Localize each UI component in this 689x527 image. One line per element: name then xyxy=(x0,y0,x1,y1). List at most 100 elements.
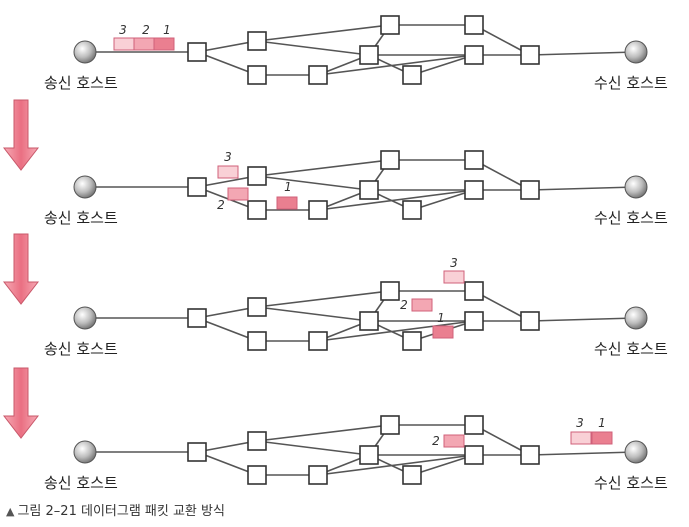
router-node xyxy=(187,177,207,197)
link-A-C xyxy=(196,51,258,76)
packet-label: 2 xyxy=(217,198,225,212)
link-A-B xyxy=(196,440,258,453)
router-node xyxy=(402,200,422,220)
network-stage-2: 송신 호스트 수신 호스트 3 2 1 xyxy=(44,150,668,227)
packet-1 xyxy=(591,431,613,445)
sender-host-label: 송신 호스트 xyxy=(44,74,118,92)
packet-label: 3 xyxy=(224,150,232,164)
link-D-H xyxy=(317,189,475,211)
link-B-F xyxy=(256,24,391,42)
receiver-host-icon xyxy=(624,40,648,64)
router-node xyxy=(247,331,267,351)
router-node xyxy=(380,281,400,301)
sender-host-icon xyxy=(73,175,97,199)
router-node xyxy=(520,180,540,200)
router-node xyxy=(402,331,422,351)
router-node xyxy=(247,465,267,485)
router-node xyxy=(520,445,540,465)
link-receiver xyxy=(529,451,637,456)
link-A-C xyxy=(196,317,258,342)
packet-2 xyxy=(133,37,155,51)
down-arrow-icon xyxy=(2,233,40,305)
receiver-host-label: 수신 호스트 xyxy=(594,340,668,358)
packet-label: 3 xyxy=(576,416,584,430)
figure-caption: ▲ 그림 2–21 데이터그램 패킷 교환 방식 xyxy=(6,500,225,519)
router-node xyxy=(187,308,207,328)
sender-host-label: 송신 호스트 xyxy=(44,209,118,227)
sender-host-label: 송신 호스트 xyxy=(44,474,118,492)
caption-triangle-icon: ▲ xyxy=(6,505,15,518)
router-node xyxy=(464,15,484,35)
link-receiver xyxy=(529,317,637,322)
router-node xyxy=(464,311,484,331)
router-node xyxy=(187,442,207,462)
router-node xyxy=(402,65,422,85)
packet-2 xyxy=(411,298,433,312)
packet-label: 3 xyxy=(450,256,458,270)
router-node xyxy=(359,445,379,465)
link-D-H xyxy=(317,454,475,476)
link-A-B xyxy=(196,175,258,188)
down-arrow-icon xyxy=(2,367,40,439)
receiver-host-label: 수신 호스트 xyxy=(594,74,668,92)
link-B-E xyxy=(256,306,370,322)
packet-1 xyxy=(276,196,298,210)
packet-3 xyxy=(113,37,135,51)
router-node xyxy=(247,297,267,317)
router-node xyxy=(380,415,400,435)
network-stage-1: 송신 호스트 수신 호스트 3 2 1 xyxy=(44,15,668,92)
router-node xyxy=(247,200,267,220)
packet-2 xyxy=(227,187,249,201)
link-D-H xyxy=(317,54,475,76)
router-node xyxy=(464,150,484,170)
packet-3 xyxy=(570,431,592,445)
receiver-host-icon xyxy=(624,306,648,330)
router-node xyxy=(359,45,379,65)
sender-host-label: 송신 호스트 xyxy=(44,340,118,358)
router-node xyxy=(308,65,328,85)
link-B-E xyxy=(256,440,370,456)
router-node xyxy=(247,65,267,85)
sender-host-icon xyxy=(73,440,97,464)
router-node xyxy=(464,281,484,301)
network-stage-4: 송신 호스트 수신 호스트 3 1 2 xyxy=(44,415,668,492)
router-node xyxy=(308,200,328,220)
link-D-H xyxy=(317,320,475,342)
packet-label: 2 xyxy=(432,434,440,448)
receiver-host-label: 수신 호스트 xyxy=(594,209,668,227)
link-I-H xyxy=(411,454,475,476)
router-node xyxy=(520,45,540,65)
router-node xyxy=(247,431,267,451)
down-arrow-icon xyxy=(2,99,40,171)
router-node xyxy=(380,15,400,35)
receiver-host-label: 수신 호스트 xyxy=(594,474,668,492)
router-node xyxy=(402,465,422,485)
packet-label: 1 xyxy=(598,416,606,430)
link-receiver xyxy=(529,51,637,56)
router-node xyxy=(464,415,484,435)
link-A-B xyxy=(196,40,258,53)
packet-2 xyxy=(443,434,465,448)
link-B-F xyxy=(256,159,391,177)
packet-label: 2 xyxy=(400,298,408,312)
packet-1 xyxy=(153,37,175,51)
packet-3 xyxy=(217,165,239,179)
link-B-F xyxy=(256,424,391,442)
caption-number: 그림 2–21 xyxy=(17,504,77,519)
packet-label: 1 xyxy=(284,180,292,194)
packet-label: 1 xyxy=(437,311,445,325)
packet-label: 1 xyxy=(163,23,171,37)
link-A-C xyxy=(196,186,258,211)
link-B-F xyxy=(256,290,391,308)
router-node xyxy=(464,180,484,200)
sender-host-icon xyxy=(73,40,97,64)
router-node xyxy=(247,31,267,51)
receiver-host-icon xyxy=(624,175,648,199)
network-stage-3: 송신 호스트 수신 호스트 3 2 1 xyxy=(44,256,668,358)
caption-title: 데이터그램 패킷 교환 방식 xyxy=(80,504,225,519)
link-I-H xyxy=(411,189,475,211)
router-node xyxy=(520,311,540,331)
router-node xyxy=(187,42,207,62)
router-node xyxy=(464,45,484,65)
